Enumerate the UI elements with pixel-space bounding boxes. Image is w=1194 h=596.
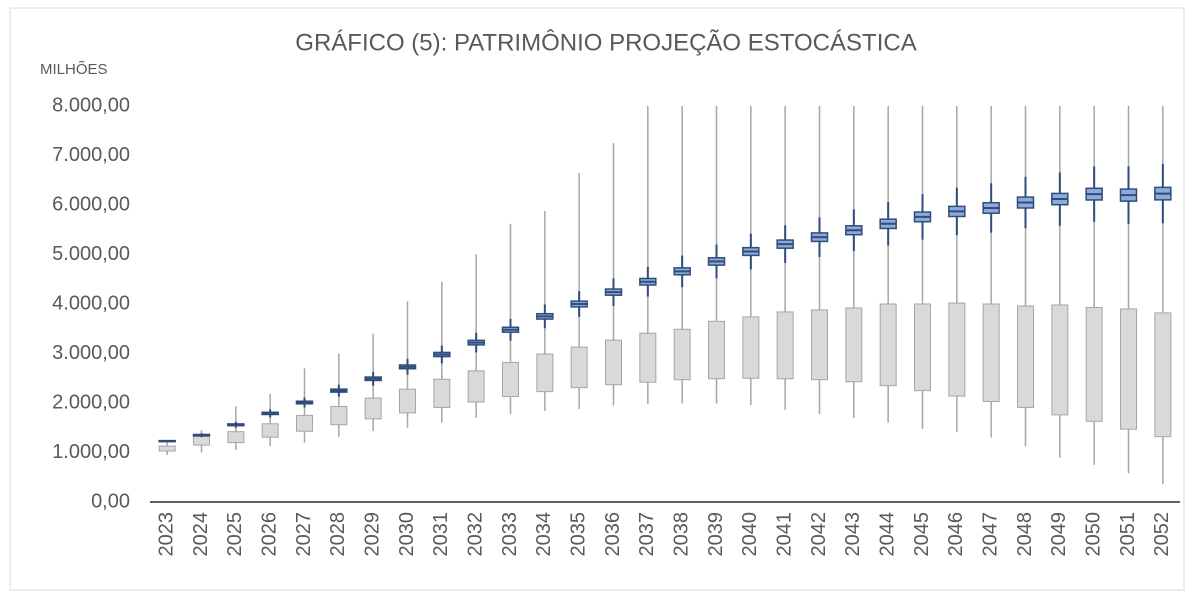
box bbox=[982, 303, 1000, 403]
x-tick-label: 2023 bbox=[155, 512, 177, 557]
box bbox=[708, 320, 725, 380]
y-tick-label: 3.000,00 bbox=[52, 342, 130, 364]
box bbox=[364, 397, 382, 420]
box bbox=[193, 435, 210, 446]
x-tick-label: 2030 bbox=[396, 512, 418, 557]
x-tick-label: 2050 bbox=[1082, 512, 1104, 557]
x-tick-label: 2032 bbox=[464, 512, 486, 557]
box bbox=[742, 316, 760, 379]
x-tick-label: 2043 bbox=[842, 512, 864, 557]
box bbox=[605, 339, 622, 386]
box bbox=[776, 311, 794, 380]
box bbox=[811, 309, 828, 381]
x-tick-label: 2039 bbox=[705, 512, 727, 557]
box bbox=[467, 370, 485, 403]
x-tick-label: 2052 bbox=[1151, 512, 1173, 557]
x-tick-label: 2027 bbox=[293, 512, 315, 557]
y-tick-label: 8.000,00 bbox=[52, 94, 130, 116]
x-tick-label: 2024 bbox=[190, 512, 212, 557]
box bbox=[330, 405, 348, 426]
x-tick-label: 2031 bbox=[430, 512, 452, 557]
y-tick-label: 7.000,00 bbox=[52, 144, 130, 166]
x-tick-label: 2034 bbox=[533, 512, 555, 557]
box bbox=[845, 307, 863, 383]
box bbox=[570, 346, 588, 389]
x-tick-label: 2041 bbox=[773, 512, 795, 557]
box bbox=[673, 328, 691, 381]
box bbox=[1051, 304, 1069, 416]
x-tick-label: 2044 bbox=[876, 512, 898, 557]
x-tick-label: 2045 bbox=[911, 512, 933, 557]
box bbox=[1154, 312, 1172, 438]
box bbox=[1017, 305, 1034, 408]
x-tick-label: 2029 bbox=[361, 512, 383, 557]
x-tick-label: 2037 bbox=[636, 512, 658, 557]
box bbox=[536, 353, 554, 393]
box bbox=[948, 302, 966, 397]
y-axis-label: MILHÕES bbox=[40, 61, 108, 78]
x-tick-label: 2051 bbox=[1117, 512, 1139, 557]
y-tick-label: 0,00 bbox=[91, 490, 130, 512]
box bbox=[399, 388, 416, 414]
x-tick-label: 2028 bbox=[327, 512, 349, 557]
x-tick-label: 2042 bbox=[808, 512, 830, 557]
x-tick-label: 2035 bbox=[567, 512, 589, 557]
box bbox=[158, 445, 176, 452]
box bbox=[879, 303, 897, 387]
x-tick-label: 2033 bbox=[499, 512, 521, 557]
x-tick-label: 2025 bbox=[224, 512, 246, 557]
x-tick-label: 2036 bbox=[602, 512, 624, 557]
y-tick-label: 5.000,00 bbox=[52, 243, 130, 265]
x-tick-label: 2026 bbox=[258, 512, 280, 557]
x-tick-label: 2046 bbox=[945, 512, 967, 557]
x-tick-label: 2047 bbox=[979, 512, 1001, 557]
x-tick-label: 2040 bbox=[739, 512, 761, 557]
y-tick-label: 1.000,00 bbox=[52, 441, 130, 463]
y-tick-label: 4.000,00 bbox=[52, 292, 130, 314]
y-tick-label: 6.000,00 bbox=[52, 193, 130, 215]
box bbox=[1085, 306, 1103, 422]
x-tick-label: 2038 bbox=[670, 512, 692, 557]
chart-title: GRÁFICO (5): PATRIMÔNIO PROJEÇÃO ESTOCÁS… bbox=[295, 28, 916, 56]
box bbox=[227, 431, 245, 444]
box bbox=[502, 361, 519, 398]
box bbox=[296, 414, 313, 432]
box bbox=[433, 378, 451, 408]
x-tick-label: 2048 bbox=[1014, 512, 1036, 557]
box bbox=[1120, 308, 1137, 430]
box bbox=[639, 332, 657, 383]
chart-border bbox=[9, 7, 1185, 591]
x-tick-label: 2049 bbox=[1048, 512, 1070, 557]
box bbox=[914, 303, 931, 392]
y-tick-label: 2.000,00 bbox=[52, 391, 130, 413]
box bbox=[261, 423, 279, 438]
